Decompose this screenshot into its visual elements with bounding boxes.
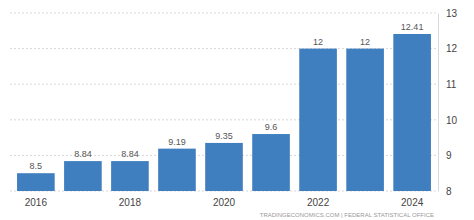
data-label: 12.41 bbox=[401, 22, 424, 32]
x-tick: 2020 bbox=[213, 197, 236, 208]
y-tick-label: 10 bbox=[446, 115, 458, 126]
grid bbox=[10, 13, 438, 191]
x-tick: 2024 bbox=[401, 197, 424, 208]
y-tick-label: 12 bbox=[446, 43, 458, 54]
data-label: 8.84 bbox=[74, 149, 92, 159]
data-label: 12 bbox=[313, 37, 323, 47]
x-tick: 2022 bbox=[307, 197, 330, 208]
y-axis-line bbox=[438, 14, 439, 192]
x-tick-label: 2016 bbox=[25, 197, 48, 208]
data-label: 12 bbox=[360, 37, 370, 47]
data-labels: 8.5 8.84 8.84 9.19 9.35 9.6 12 12 12.41 bbox=[30, 22, 424, 171]
bar bbox=[346, 49, 384, 191]
data-label: 8.5 bbox=[30, 161, 43, 171]
x-tick: 2018 bbox=[119, 197, 142, 208]
y-tick: 13 bbox=[438, 8, 458, 19]
bar bbox=[393, 34, 431, 191]
source-note: TRADINGECONOMICS.COM | FEDERAL STATISTIC… bbox=[260, 212, 434, 218]
bar bbox=[158, 149, 196, 191]
data-label: 9.35 bbox=[215, 131, 233, 141]
bar bbox=[252, 134, 290, 191]
x-tick-label: 2024 bbox=[401, 197, 424, 208]
annotations: TRADINGECONOMICS.COM | FEDERAL STATISTIC… bbox=[260, 212, 434, 218]
chart-container: 8.58.848.849.199.359.6121212.41201620182… bbox=[0, 0, 474, 220]
x-tick-label: 2020 bbox=[213, 197, 236, 208]
data-label: 8.84 bbox=[121, 149, 139, 159]
y-tick-label: 13 bbox=[446, 8, 458, 19]
bar bbox=[64, 161, 102, 191]
bar bbox=[205, 143, 243, 191]
y-tick: 11 bbox=[438, 79, 457, 90]
bar bbox=[111, 161, 149, 191]
bar bbox=[17, 173, 55, 191]
y-tick: 10 bbox=[438, 115, 458, 126]
y-tick: 8 bbox=[438, 186, 452, 197]
x-tick-label: 2022 bbox=[307, 197, 330, 208]
bar bbox=[299, 49, 337, 191]
y-tick: 12 bbox=[438, 43, 458, 54]
grid-line bbox=[10, 13, 438, 14]
y-tick-label: 11 bbox=[446, 79, 457, 90]
y-tick: 9 bbox=[438, 150, 452, 161]
data-label: 9.6 bbox=[265, 122, 278, 132]
x-axis: 2016 2018 2020 2022 2024 bbox=[25, 197, 424, 208]
chart: 8.58.848.849.199.359.6121212.41201620182… bbox=[0, 0, 474, 220]
y-tick-label: 8 bbox=[446, 186, 452, 197]
bars bbox=[17, 34, 431, 191]
x-tick-label: 2018 bbox=[119, 197, 142, 208]
x-tick: 2016 bbox=[25, 197, 48, 208]
y-axis: 8 9 10 11 12 13 bbox=[438, 8, 458, 197]
y-tick-label: 9 bbox=[446, 150, 452, 161]
data-label: 9.19 bbox=[168, 137, 186, 147]
